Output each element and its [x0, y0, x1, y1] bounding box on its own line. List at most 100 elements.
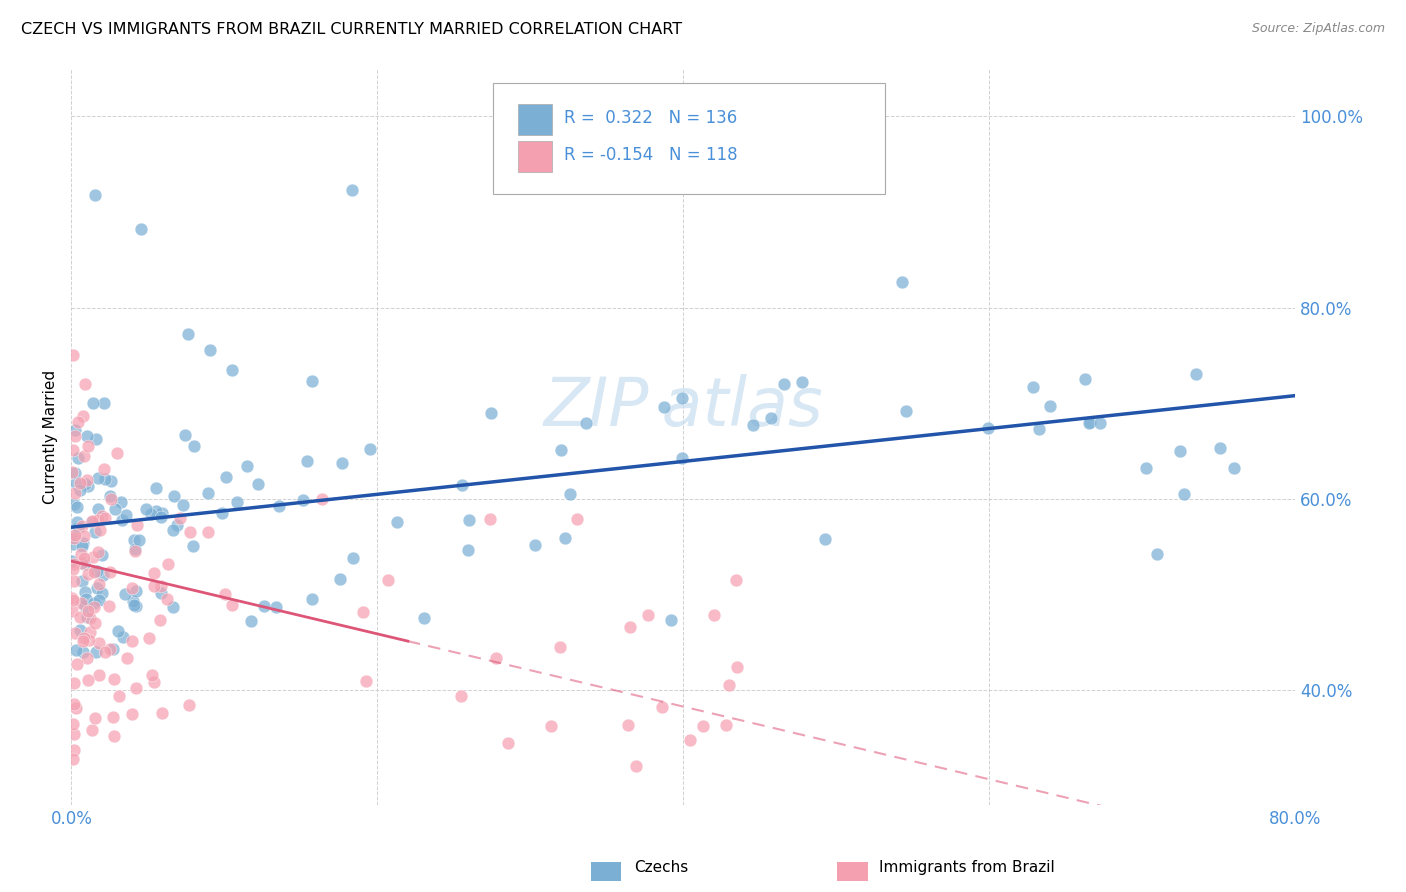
Point [76, 609, 98, 624]
Point [62, 497, 84, 511]
Point [108, 690, 131, 704]
Point [1168, 444, 1191, 458]
FancyBboxPatch shape [494, 83, 886, 194]
Point [211, 506, 233, 520]
Point [166, 518, 188, 533]
Point [548, 640, 571, 655]
FancyBboxPatch shape [517, 141, 553, 171]
Point [478, 511, 501, 525]
Point [143, 579, 166, 593]
Text: ZIP atlas: ZIP atlas [543, 375, 823, 441]
Point [121, 707, 143, 722]
Point [671, 450, 693, 465]
Text: CZECH VS IMMIGRANTS FROM BRAZIL CURRENTLY MARRIED CORRELATION CHART: CZECH VS IMMIGRANTS FROM BRAZIL CURRENTL… [21, 22, 682, 37]
Point [236, 458, 259, 473]
Point [121, 582, 143, 596]
Point [60, 591, 83, 605]
Point [142, 566, 165, 581]
Point [62, 697, 84, 711]
Point [87, 502, 110, 516]
Point [86, 581, 108, 595]
Point [150, 579, 173, 593]
Point [66, 657, 89, 672]
Point [62, 574, 84, 588]
Point [624, 759, 647, 773]
Point [87, 544, 110, 558]
Point [1074, 372, 1097, 386]
Point [72, 519, 94, 533]
Point [62, 537, 84, 551]
Point [103, 673, 125, 687]
Point [91, 508, 114, 523]
Point [75, 584, 97, 599]
Point [197, 485, 219, 500]
Point [1223, 461, 1246, 475]
Point [94, 472, 117, 486]
Point [76, 650, 98, 665]
Point [125, 518, 148, 533]
Point [179, 524, 201, 539]
Point [215, 470, 238, 484]
Point [87, 470, 110, 484]
Point [73, 631, 96, 645]
Point [659, 613, 682, 627]
Point [60, 604, 83, 618]
Point [162, 600, 184, 615]
Point [523, 538, 546, 552]
Point [62, 742, 84, 756]
Point [121, 634, 143, 648]
Point [790, 375, 813, 389]
Point [65, 476, 87, 491]
Point [114, 508, 136, 522]
Point [110, 495, 132, 509]
Text: Source: ZipAtlas.com: Source: ZipAtlas.com [1251, 22, 1385, 36]
Point [1209, 441, 1232, 455]
Point [560, 487, 582, 501]
Point [104, 502, 127, 516]
Point [62, 562, 84, 576]
Text: R = -0.154   N = 118: R = -0.154 N = 118 [564, 145, 738, 164]
Point [62, 592, 84, 607]
Point [575, 416, 598, 430]
Point [172, 498, 194, 512]
Point [65, 643, 87, 657]
Point [111, 513, 134, 527]
Point [76, 567, 98, 582]
Point [86, 645, 108, 659]
Point [87, 577, 110, 591]
Point [814, 532, 837, 546]
Point [77, 439, 100, 453]
Point [65, 530, 87, 544]
Point [83, 599, 105, 614]
Point [1028, 422, 1050, 436]
Point [76, 429, 98, 443]
Point [124, 541, 146, 556]
Point [385, 516, 408, 530]
Point [73, 449, 96, 463]
Point [73, 529, 96, 543]
Point [87, 513, 110, 527]
Point [93, 462, 115, 476]
Point [679, 733, 702, 747]
Point [98, 566, 121, 580]
Y-axis label: Currently Married: Currently Married [44, 370, 58, 504]
Point [458, 513, 481, 527]
Point [65, 700, 87, 714]
Point [197, 525, 219, 540]
Point [457, 542, 479, 557]
Point [221, 598, 243, 612]
Point [891, 276, 914, 290]
Point [98, 642, 121, 657]
Point [619, 620, 641, 634]
Point [354, 674, 377, 689]
Point [221, 363, 243, 377]
Point [107, 624, 129, 639]
Point [76, 479, 98, 493]
Point [125, 599, 148, 613]
Point [759, 410, 782, 425]
Point [63, 531, 86, 545]
Point [352, 606, 374, 620]
Point [139, 508, 162, 522]
Point [977, 421, 1000, 435]
Point [87, 636, 110, 650]
